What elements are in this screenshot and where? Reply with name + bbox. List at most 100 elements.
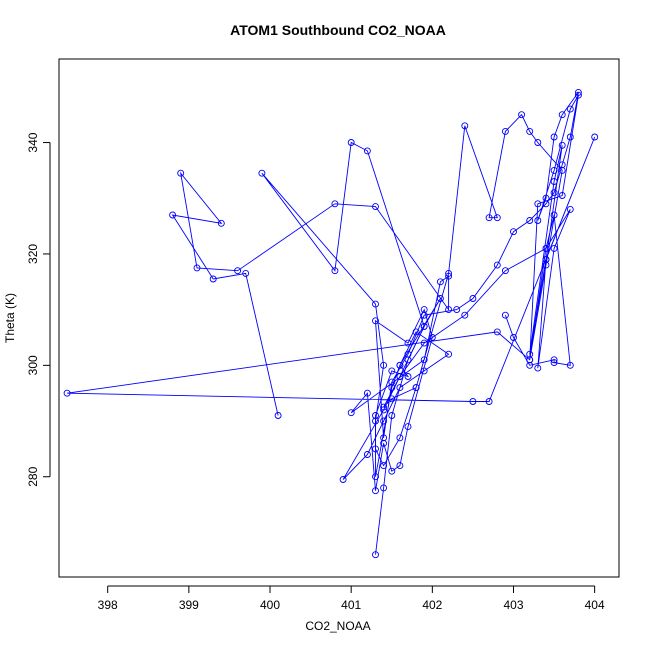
data-point: [469, 398, 477, 405]
data-point: [445, 306, 453, 314]
data-point: [242, 269, 250, 277]
data-point: [177, 169, 185, 177]
y-axis-label: Theta (K): [3, 293, 17, 343]
data-point: [501, 311, 509, 319]
data-point: [363, 389, 371, 397]
data-point: [534, 200, 542, 208]
data-point: [445, 269, 453, 277]
series-layer: [63, 88, 599, 559]
data-point: [396, 384, 404, 392]
data-point: [493, 214, 501, 222]
data-point: [347, 409, 355, 417]
data-point: [566, 133, 574, 141]
data-point: [542, 256, 550, 263]
data-point: [550, 166, 558, 174]
data-point: [339, 476, 347, 483]
data-point: [169, 211, 177, 219]
data-point: [217, 219, 225, 227]
data-point: [396, 462, 404, 470]
data-point: [388, 384, 396, 392]
data-point: [372, 317, 379, 325]
data-point: [372, 300, 379, 308]
series-line-1: [67, 92, 596, 491]
data-point: [428, 334, 436, 341]
data-point: [445, 272, 453, 280]
data-point: [363, 451, 371, 458]
data-point: [404, 423, 412, 431]
data-point: [331, 267, 339, 275]
data-point: [420, 311, 428, 319]
x-tick-label: 403: [503, 598, 523, 612]
y-tick-label: 280: [26, 466, 40, 486]
data-point: [372, 203, 379, 211]
data-point: [193, 264, 201, 272]
data-point: [388, 412, 396, 419]
data-point: [420, 339, 428, 347]
data-point: [493, 261, 501, 269]
x-tick-label: 404: [585, 598, 605, 612]
data-point: [485, 398, 493, 405]
x-tick-label: 402: [422, 598, 442, 612]
data-point: [380, 403, 388, 411]
data-point: [380, 434, 388, 442]
data-point: [372, 473, 379, 481]
data-point: [526, 356, 534, 364]
data-point: [534, 364, 542, 372]
data-point: [380, 361, 388, 369]
data-point: [526, 127, 534, 135]
data-point: [445, 350, 453, 358]
data-point: [526, 361, 534, 369]
data-point: [461, 122, 469, 130]
data-point: [412, 384, 420, 392]
chart-title: ATOM1 Southbound CO2_NOAA: [230, 22, 446, 38]
data-point: [404, 339, 412, 347]
data-point: [436, 295, 444, 302]
data-point: [209, 275, 217, 283]
data-point: [550, 359, 558, 367]
plot-frame: [58, 58, 620, 578]
data-point: [396, 361, 404, 369]
data-point: [526, 217, 534, 224]
data-point: [388, 395, 396, 403]
y-tick-label: 340: [26, 132, 40, 152]
data-point: [550, 133, 558, 141]
data-point: [493, 328, 501, 336]
x-tick-label: 400: [260, 598, 280, 612]
data-point: [404, 356, 412, 364]
data-point: [436, 278, 444, 286]
data-point: [372, 412, 379, 419]
x-tick-label: 399: [179, 598, 199, 612]
data-point: [550, 244, 558, 252]
data-point: [388, 378, 396, 386]
data-point: [372, 445, 379, 453]
data-point: [420, 367, 428, 375]
data-point: [372, 487, 379, 495]
x-axis-label: CO2_NOAA: [305, 619, 370, 633]
data-point: [388, 367, 396, 375]
y-axis: 280 300 320 340: [26, 132, 51, 487]
data-point: [372, 551, 379, 559]
data-point: [550, 211, 558, 219]
data-point: [510, 334, 517, 341]
x-axis: 398 399 400 401 402 403 404: [98, 585, 605, 612]
data-point: [558, 166, 566, 174]
x-tick-label: 398: [98, 598, 118, 612]
data-point: [542, 244, 550, 252]
data-point: [347, 139, 355, 146]
x-tick-label: 401: [341, 598, 361, 612]
data-point: [542, 194, 550, 202]
data-point: [234, 267, 242, 275]
data-point: [485, 214, 493, 222]
data-point: [550, 356, 558, 364]
data-point: [420, 356, 428, 364]
y-tick-label: 300: [26, 355, 40, 375]
data-point: [461, 311, 469, 319]
data-point: [510, 228, 517, 236]
data-point: [501, 127, 509, 135]
data-point: [63, 389, 71, 397]
y-tick-label: 320: [26, 244, 40, 264]
data-point: [380, 462, 388, 470]
data-point: [566, 361, 574, 369]
data-point: [331, 200, 339, 208]
